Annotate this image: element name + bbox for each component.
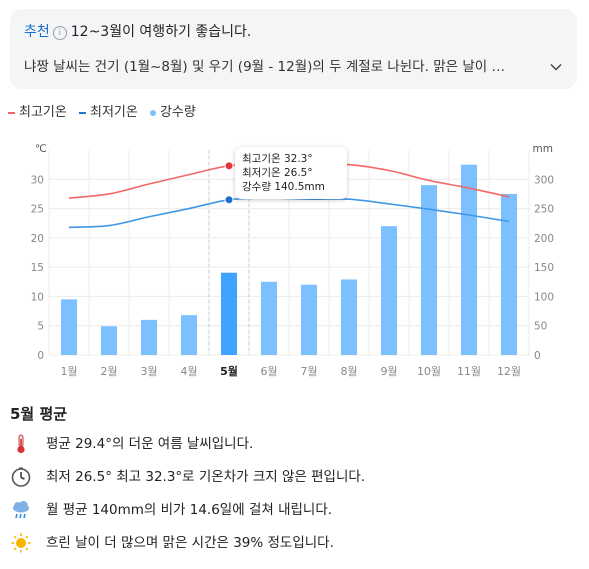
summary-fact-rain: 월 평균 140mm의 비가 14.6일에 걸쳐 내립니다.: [10, 499, 332, 521]
y-tick-right: 250: [534, 204, 554, 216]
summary-fact-sun: 흐린 날이 더 많으며 맑은 시간은 39% 정도입니다.: [10, 532, 334, 554]
x-tick-label: 11월: [457, 365, 481, 378]
legend-item-high: 최고기온: [8, 104, 67, 122]
x-tick-label: 3월: [140, 365, 157, 378]
rain-bar: [461, 164, 477, 355]
rain-bar: [501, 193, 517, 355]
y-axis-right-unit: mm: [533, 143, 553, 155]
tooltip-low: 최저기온 26.5°: [242, 167, 313, 179]
rain-bar: [381, 226, 397, 355]
summary-title: 5월 평균: [10, 405, 68, 423]
summary-fact-range: 최저 26.5° 최고 32.3°로 기온차가 크지 않은 편입니다.: [10, 466, 365, 488]
y-tick-right: 300: [534, 174, 554, 186]
rain-bar: [421, 185, 437, 355]
y-tick-left: 5: [37, 321, 44, 333]
legend-label-rain: 강수량: [159, 105, 196, 120]
chevron-down-icon[interactable]: [549, 60, 563, 74]
y-tick-left: 15: [31, 262, 44, 274]
y-tick-left: 25: [31, 204, 44, 216]
y-tick-right: 50: [534, 321, 547, 333]
rain-bar: [221, 272, 237, 355]
rain-bar: [141, 319, 157, 355]
y-tick-right: 200: [534, 233, 554, 245]
x-tick-label: 7월: [300, 365, 317, 378]
legend-item-rain: 강수량: [149, 104, 196, 122]
sun-icon: [11, 533, 31, 553]
legend-label-high: 최고기온: [19, 105, 67, 120]
rain-bar: [341, 279, 357, 355]
clock-icon: [11, 467, 31, 487]
rain-bar: [301, 284, 317, 355]
tooltip-rain: 강수량 140.5mm: [242, 181, 325, 193]
high-temp-point: [224, 161, 234, 171]
low-temp-point: [224, 195, 234, 205]
info-icon[interactable]: i: [52, 26, 67, 40]
recommendation-headline-row: 추천 i 12~3월이 여행하기 좋습니다.: [24, 22, 251, 42]
legend-line-low-icon: [78, 111, 86, 114]
recommendation-card[interactable]: 추천 i 12~3월이 여행하기 좋습니다. 냐짱 날씨는 건기 (1월~8월) 및…: [10, 9, 577, 89]
x-tick-label: 1월: [60, 365, 77, 378]
y-tick-left: 30: [31, 174, 44, 186]
recommend-tag: 추천: [24, 24, 50, 40]
x-tick-label: 10월: [417, 365, 441, 378]
x-tick-label: 5월: [220, 364, 238, 378]
recommend-description: 냐짱 날씨는 건기 (1월~8월) 및 우기 (9월 - 12월)의 두 계절로…: [24, 59, 505, 75]
rain-bar: [181, 315, 197, 355]
tooltip-high: 최고기온 32.3°: [242, 153, 313, 165]
chart-tooltip: 최고기온 32.3° 최저기온 26.5° 강수량 140.5mm: [235, 147, 347, 199]
legend-item-low: 최저기온: [78, 104, 138, 122]
x-tick-label: 12월: [497, 365, 521, 378]
x-tick-label: 4월: [180, 365, 197, 378]
y-tick-left: 10: [31, 291, 44, 303]
chart-legend: 최고기온 최저기온 강수량: [8, 104, 204, 122]
y-tick-right: 0: [534, 350, 541, 362]
x-tick-label: 6월: [260, 365, 277, 378]
rain-cloud-icon: [13, 501, 29, 519]
legend-label-low: 최저기온: [89, 105, 138, 120]
thermometer-icon: [17, 434, 25, 454]
summary-fact-temperature: 평균 29.4°의 더운 여름 날씨입니다.: [10, 433, 253, 455]
y-tick-right: 100: [534, 291, 554, 303]
rain-bar: [101, 326, 117, 355]
y-axis-left-unit: ℃: [35, 143, 47, 155]
recommend-headline: 12~3월이 여행하기 좋습니다.: [70, 24, 252, 40]
legend-dot-rain-icon: [149, 109, 156, 116]
x-tick-label: 8월: [340, 365, 357, 378]
rain-bar: [261, 281, 277, 355]
legend-line-high-icon: [8, 111, 15, 114]
y-tick-right: 150: [534, 262, 554, 274]
y-tick-left: 20: [31, 233, 44, 245]
y-tick-left: 0: [37, 350, 44, 362]
x-tick-label: 9월: [380, 365, 397, 378]
x-tick-label: 2월: [100, 365, 117, 378]
rain-bar: [61, 299, 77, 355]
